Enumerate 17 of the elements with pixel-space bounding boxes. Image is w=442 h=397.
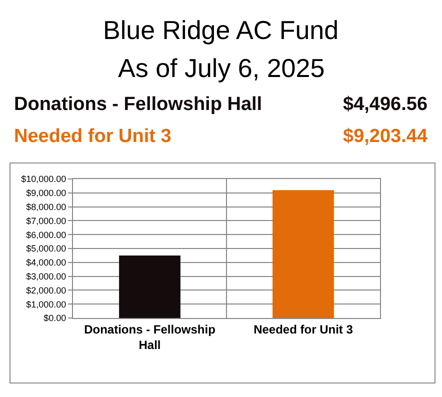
y-tick-label: $4,000.00 — [26, 258, 66, 268]
chart-title: Blue Ridge AC Fund — [103, 15, 339, 45]
y-tick-label: $10,000.00 — [21, 174, 66, 184]
y-tick-label: $6,000.00 — [26, 230, 66, 240]
y-tick-label: $0.00 — [44, 313, 66, 324]
y-tick-label: $7,000.00 — [26, 216, 66, 226]
y-tick-label: $3,000.00 — [26, 271, 66, 282]
y-tick-label: $8,000.00 — [26, 202, 66, 212]
text: $4,496.56 — [343, 94, 428, 115]
text: Donations - Fellowship Hall — [14, 94, 262, 115]
y-tick-label: $9,000.00 — [26, 188, 66, 198]
y-tick-label: $1,000.00 — [26, 299, 66, 310]
text: Needed for Unit 3 — [14, 126, 172, 147]
text: $9,203.44 — [343, 126, 428, 147]
y-tick-label: $5,000.00 — [26, 244, 66, 254]
chart-subtitle: As of July 6, 2025 — [118, 53, 325, 83]
y-tick-label: $2,000.00 — [26, 285, 66, 296]
